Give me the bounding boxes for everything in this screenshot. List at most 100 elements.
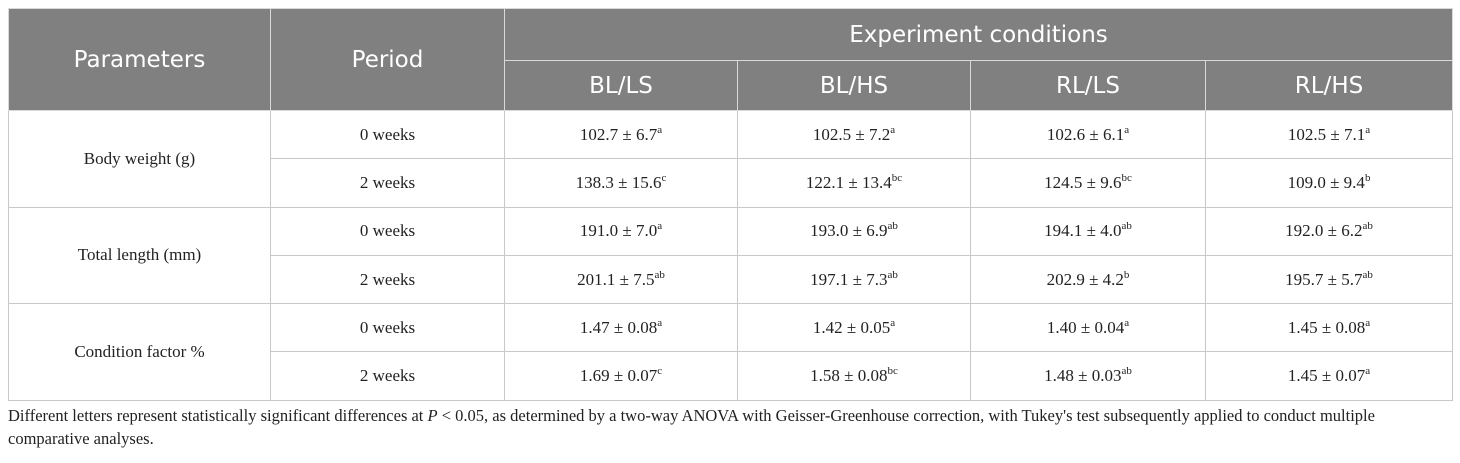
significance-letter: a: [657, 123, 663, 136]
significance-letter: a: [1365, 316, 1371, 329]
value-cell: 194.1 ± 4.0ab: [970, 206, 1206, 256]
value-text: 1.40 ± 0.04: [1046, 317, 1125, 337]
value-text: 1.58 ± 0.08: [810, 366, 888, 386]
header-cell: Experiment conditions: [503, 8, 1454, 61]
value-text: 102.5 ± 7.2: [812, 124, 891, 144]
value-text: 102.7 ± 6.7: [579, 124, 658, 144]
header-cell: Period: [270, 8, 505, 111]
value-text: 122.1 ± 13.4: [805, 172, 892, 192]
header-cell: RL/LS: [970, 60, 1206, 111]
period-cell: 0 weeks: [270, 303, 505, 353]
data-table: Parameters Period Experiment conditions …: [8, 8, 1454, 401]
value-text: 109.0 ± 9.4: [1287, 172, 1365, 192]
value-cell: 138.3 ± 15.6c: [504, 158, 738, 208]
value-cell: 1.42 ± 0.05a: [737, 303, 971, 353]
significance-letter: bc: [1121, 171, 1132, 184]
value-cell: 195.7 ± 5.7ab: [1204, 254, 1454, 305]
significance-letter: a: [657, 220, 663, 233]
parameter-cell: Body weight (g): [8, 110, 271, 208]
table-row: Condition factor % 0 weeks 1.47 ± 0.08a 1.4…: [8, 303, 1454, 401]
value-text: 138.3 ± 15.6: [575, 172, 662, 192]
value-cell: 197.1 ± 7.3ab: [737, 254, 971, 305]
value-cell: 109.0 ± 9.4b: [1204, 158, 1454, 208]
significance-letter: ab: [1362, 220, 1373, 233]
value-text: 124.5 ± 9.6: [1044, 172, 1122, 192]
value-cell: 102.5 ± 7.2a: [737, 109, 971, 160]
value-text: 195.7 ± 5.7: [1285, 269, 1363, 289]
table-row: Body weight (g) 0 weeks 102.7 ± 6.7a 102.5 …: [8, 109, 1454, 208]
value-text: 197.1 ± 7.3: [810, 269, 888, 289]
value-cell: 1.69 ± 0.07c: [504, 351, 738, 401]
value-cell: 1.58 ± 0.08bc: [737, 351, 971, 401]
significance-letter: a: [890, 123, 896, 136]
significance-letter: a: [1365, 123, 1371, 136]
significance-letter: a: [1124, 316, 1130, 329]
table-row: 2 weeks 1.69 ± 0.07c 1.58 ± 0.08bc 1.48 ± 0…: [9, 351, 1454, 401]
footnote-italic: P: [427, 406, 438, 425]
significance-letter: a: [1124, 123, 1130, 136]
value-cell: 102.6 ± 6.1a: [970, 109, 1206, 160]
significance-letter: bc: [887, 365, 898, 378]
value-cell: 202.9 ± 4.2b: [970, 254, 1206, 305]
table-row: 2 weeks 138.3 ± 15.6c 122.1 ± 13.4bc 124.5 …: [9, 158, 1454, 208]
period-cell: 2 weeks: [270, 351, 505, 401]
value-text: 1.48 ± 0.03: [1044, 366, 1122, 386]
table-wrap: Parameters Period Experiment conditions …: [8, 8, 1454, 401]
footnote: Different letters represent statisticall…: [8, 404, 1452, 450]
significance-letter: ab: [887, 268, 898, 281]
footnote-text: < 0.05, as determined by a two-way ANOVA…: [8, 406, 1375, 448]
significance-letter: b: [1364, 171, 1371, 184]
significance-letter: ab: [887, 220, 898, 233]
significance-letter: a: [890, 316, 896, 329]
value-cell: 102.5 ± 7.1a: [1204, 109, 1454, 160]
header-cell: Parameters: [8, 8, 271, 111]
value-text: 194.1 ± 4.0: [1044, 221, 1122, 241]
value-cell: 122.1 ± 13.4bc: [737, 158, 971, 208]
significance-letter: a: [1365, 365, 1371, 378]
value-text: 102.6 ± 6.1: [1046, 124, 1125, 144]
significance-letter: c: [661, 171, 667, 184]
period-cell: 0 weeks: [270, 109, 505, 160]
value-cell: 192.0 ± 6.2ab: [1204, 206, 1454, 256]
value-text: 202.9 ± 4.2: [1046, 269, 1124, 289]
parameter-cell: Total length (mm): [8, 206, 271, 305]
value-text: 1.42 ± 0.05: [812, 317, 891, 337]
significance-letter: ab: [654, 268, 665, 281]
table-head: Parameters Period Experiment conditions …: [8, 8, 1454, 111]
value-text: 102.5 ± 7.1: [1287, 124, 1366, 144]
significance-letter: ab: [1121, 220, 1132, 233]
header-cell: BL/HS: [737, 60, 971, 111]
value-text: 193.0 ± 6.9: [810, 221, 888, 241]
value-cell: 1.48 ± 0.03ab: [970, 351, 1206, 401]
value-cell: 191.0 ± 7.0a: [504, 206, 738, 256]
value-text: 1.69 ± 0.07: [579, 366, 658, 386]
value-cell: 124.5 ± 9.6bc: [970, 158, 1206, 208]
period-cell: 0 weeks: [270, 206, 505, 256]
footnote-text: Different letters represent statisticall…: [8, 406, 428, 425]
value-cell: 1.40 ± 0.04a: [970, 303, 1206, 353]
value-cell: 1.45 ± 0.07a: [1204, 351, 1454, 401]
table-row: 2 weeks 201.1 ± 7.5ab 197.1 ± 7.3ab 202.9 ±…: [9, 254, 1454, 305]
significance-letter: a: [657, 316, 663, 329]
parameter-cell: Condition factor %: [8, 303, 271, 401]
value-cell: 193.0 ± 6.9ab: [737, 206, 971, 256]
value-text: 1.45 ± 0.08: [1287, 317, 1366, 337]
value-text: 191.0 ± 7.0: [579, 221, 658, 241]
value-text: 201.1 ± 7.5: [577, 269, 655, 289]
period-cell: 2 weeks: [270, 254, 505, 305]
table-body: Body weight (g) 0 weeks 102.7 ± 6.7a 102.5 …: [8, 109, 1454, 401]
value-cell: 102.7 ± 6.7a: [504, 109, 738, 160]
value-text: 1.45 ± 0.07: [1287, 366, 1366, 386]
significance-letter: ab: [1121, 365, 1132, 378]
value-cell: 1.47 ± 0.08a: [504, 303, 738, 353]
period-cell: 2 weeks: [270, 158, 505, 208]
significance-letter: bc: [891, 171, 903, 184]
table-row: Total length (mm) 0 weeks 191.0 ± 7.0a 193.…: [8, 206, 1454, 305]
value-cell: 201.1 ± 7.5ab: [504, 254, 738, 305]
significance-letter: ab: [1362, 268, 1373, 281]
header-cell: BL/LS: [504, 60, 738, 111]
significance-letter: b: [1123, 268, 1130, 281]
value-cell: 1.45 ± 0.08a: [1204, 303, 1454, 353]
value-text: 1.47 ± 0.08: [579, 317, 658, 337]
